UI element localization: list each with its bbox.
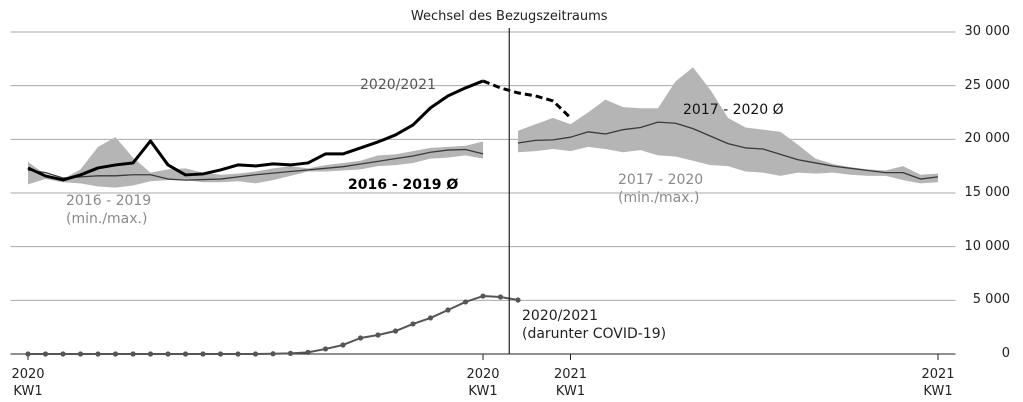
- series-label: 2020/2021: [360, 77, 436, 93]
- marker: [445, 307, 451, 313]
- marker: [95, 351, 101, 357]
- x-tick-label: 2020 KW1: [11, 367, 45, 399]
- y-tick-label: 20 000: [964, 131, 1011, 147]
- band: [518, 67, 938, 184]
- series-label: 2020/2021 (darunter COVID-19): [522, 308, 667, 342]
- marker: [147, 351, 154, 357]
- marker: [462, 299, 469, 305]
- marker: [515, 297, 521, 303]
- marker: [287, 350, 294, 356]
- marker: [375, 332, 381, 338]
- x-tick-label: 2021 KW1: [553, 367, 588, 399]
- line: [482, 79, 572, 119]
- y-tick-label: 25 000: [964, 77, 1011, 93]
- y-tick-label: 10 000: [964, 238, 1011, 254]
- marker: [42, 351, 49, 357]
- marker: [217, 351, 224, 357]
- marker: [112, 351, 119, 357]
- x-tick-label: 2021 KW1: [921, 367, 955, 399]
- marker: [165, 351, 171, 357]
- marker: [60, 351, 66, 357]
- marker: [270, 351, 276, 357]
- series-label: 2016 - 2019 (min./max.): [66, 193, 152, 227]
- marker: [322, 346, 329, 352]
- marker: [410, 321, 416, 327]
- y-tick-label: 30 000: [964, 24, 1011, 39]
- marker: [252, 351, 259, 357]
- x-tick-label: 2020 KW1: [466, 367, 500, 399]
- marker: [392, 328, 399, 334]
- marker: [305, 349, 311, 355]
- marker: [340, 342, 346, 348]
- marker: [130, 351, 136, 357]
- series-label: 2017 - 2020 (min./max.): [618, 172, 704, 206]
- line: [27, 148, 484, 181]
- marker: [480, 293, 486, 299]
- marker: [182, 351, 189, 357]
- line: [28, 295, 519, 355]
- line: [27, 79, 484, 182]
- marker: [77, 351, 84, 357]
- marker: [25, 351, 31, 357]
- reference-label: Wechsel des Bezugszeitraums: [410, 9, 608, 24]
- series-label: 2016 - 2019 Ø: [348, 177, 459, 193]
- y-tick-label: 5 000: [972, 292, 1010, 308]
- marker: [357, 335, 364, 341]
- y-tick-label: 0: [1001, 346, 1010, 361]
- y-tick-label: 15 000: [964, 185, 1011, 200]
- marker: [427, 315, 434, 321]
- line: [517, 121, 939, 180]
- marker: [200, 351, 206, 357]
- series-label: 2017 - 2020 Ø: [683, 102, 784, 118]
- marker: [497, 294, 504, 300]
- marker: [235, 351, 241, 357]
